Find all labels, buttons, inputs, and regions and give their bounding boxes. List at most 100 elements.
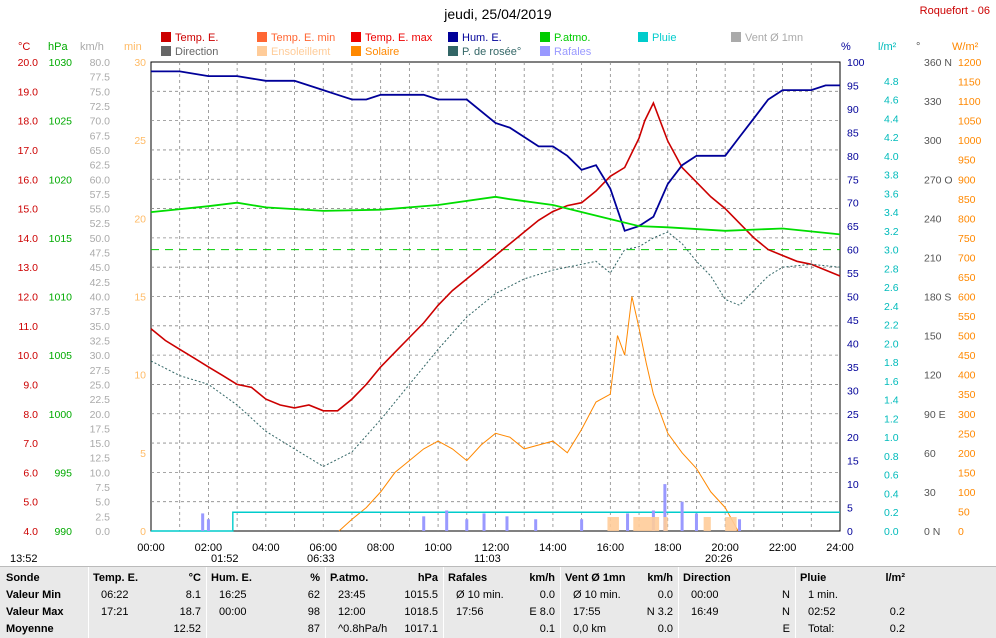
celsius-tick-label: 11.0 [18, 321, 38, 333]
hpa-tick-label: 990 [54, 526, 72, 538]
stats-unit: °C [188, 572, 201, 584]
legend-swatch [540, 46, 550, 56]
gust-bar [201, 513, 205, 531]
kmh-tick-label: 17.5 [90, 423, 111, 435]
stats-unit: km/h [647, 572, 673, 584]
stats-separator [795, 567, 796, 638]
percent-tick-label: 45 [847, 315, 859, 327]
rain-unit: l/m² [878, 41, 897, 53]
solar-tick-label: 1050 [958, 116, 982, 128]
kmh-tick-label: 0.0 [95, 526, 110, 538]
solar-tick-label: 1200 [958, 57, 982, 69]
x-tick-label: 12:00 [482, 542, 510, 553]
stats-unit: % [310, 572, 320, 584]
min-tick-label: 0 [140, 526, 146, 538]
percent-tick-label: 70 [847, 198, 859, 210]
gust-bar [534, 519, 538, 531]
hpa-tick-label: 1005 [49, 350, 73, 362]
stats-time: 17:21 [101, 606, 129, 618]
solar-tick-label: 1100 [958, 96, 981, 108]
x-tick-label: 08:00 [367, 542, 395, 553]
rain-tick-label: 3.2 [884, 226, 899, 238]
stats-header: Vent Ø 1mn [565, 572, 626, 584]
solar-tick-label: 50 [958, 506, 970, 518]
x-tick-label: 00:00 [137, 542, 165, 553]
stats-value: 0.0 [657, 623, 673, 635]
rain-tick-label: 3.4 [884, 207, 899, 219]
kmh-tick-label: 57.5 [90, 189, 111, 201]
x-tick-label: 14:00 [539, 542, 567, 553]
stats-header: Sonde [6, 572, 40, 584]
stats-time: 0,0 km [573, 623, 607, 635]
celsius-tick-label: 18.0 [18, 116, 39, 128]
stats-time: 17:56 [456, 606, 484, 618]
stats-header: Direction [683, 572, 731, 584]
stats-header: Temp. E. [93, 572, 139, 584]
solar-tick-label: 800 [958, 213, 976, 225]
legend-swatch [448, 32, 458, 42]
gust-bar [580, 519, 584, 531]
x-tick-label: 02:00 [195, 542, 223, 553]
percent-unit: % [841, 41, 851, 53]
rain-tick-label: 3.8 [884, 170, 899, 182]
direction-tick-label: 150 [924, 331, 942, 343]
rain-tick-label: 4.0 [884, 151, 899, 163]
stats-separator [325, 567, 326, 638]
rain-tick-label: 3.6 [884, 188, 899, 200]
x-tick-label: 16:00 [597, 542, 625, 553]
stats-value: 1018.5 [404, 606, 438, 618]
celsius-tick-label: 16.0 [18, 174, 39, 186]
percent-tick-label: 80 [847, 151, 859, 163]
stats-value: 0.2 [889, 606, 905, 618]
direction-tick-label: 360 N [924, 57, 952, 69]
kmh-tick-label: 5.0 [95, 497, 110, 509]
stats-time: 00:00 [219, 606, 247, 618]
gust-bar [694, 513, 698, 531]
direction-tick-label: 330 [924, 96, 942, 108]
percent-tick-label: 85 [847, 127, 859, 139]
series-line [151, 70, 840, 232]
celsius-tick-label: 14.0 [18, 233, 39, 245]
gust-bar [680, 501, 684, 531]
stats-value: N [782, 606, 790, 618]
sunshine-block [633, 517, 660, 531]
direction-unit: ° [916, 41, 920, 53]
percent-tick-label: 10 [847, 479, 859, 491]
gust-bar [626, 513, 630, 531]
solar-tick-label: 600 [958, 292, 976, 304]
stats-value: 0.2 [889, 623, 905, 635]
solar-tick-label: 1000 [958, 135, 982, 147]
stats-value: 98 [307, 606, 320, 618]
celsius-tick-label: 9.0 [23, 379, 38, 391]
gust-bar [465, 519, 469, 531]
stats-separator [443, 567, 444, 638]
stats-unit: hPa [417, 572, 438, 584]
kmh-tick-label: 50.0 [90, 233, 111, 245]
rain-tick-label: 3.0 [884, 245, 899, 257]
rain-tick-label: 4.8 [884, 76, 899, 88]
kmh-tick-label: 72.5 [90, 101, 111, 113]
legend-swatch [257, 32, 267, 42]
solar-tick-label: 550 [958, 311, 976, 323]
direction-tick-label: 240 [924, 213, 942, 225]
stats-time: Total: [808, 623, 835, 635]
x-tick-label: 06:00 [309, 542, 337, 553]
percent-tick-label: 95 [847, 80, 859, 92]
stats-time: 00:00 [691, 589, 719, 601]
stats-value: 0.0 [539, 589, 555, 601]
solar-tick-label: 450 [958, 350, 976, 362]
min-tick-label: 20 [134, 213, 146, 225]
stats-time: 23:45 [338, 589, 366, 601]
stats-value: 1015.5 [404, 589, 438, 601]
legend-label: Vent Ø 1mn [745, 32, 804, 44]
solar-tick-label: 750 [958, 233, 976, 245]
percent-tick-label: 50 [847, 292, 859, 304]
percent-tick-label: 25 [847, 409, 859, 421]
stats-header: Hum. E. [211, 572, 252, 584]
min-tick-label: 10 [134, 370, 146, 382]
legend-label: Hum. E. [462, 32, 502, 44]
sunshine-block [725, 517, 737, 531]
kmh-tick-label: 40.0 [90, 292, 111, 304]
stats-unit: km/h [529, 572, 555, 584]
stats-value: 62 [307, 589, 320, 601]
